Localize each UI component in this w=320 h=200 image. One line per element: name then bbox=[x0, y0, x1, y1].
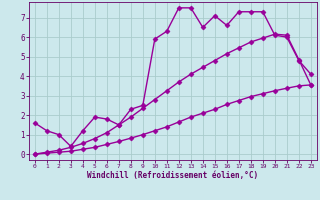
X-axis label: Windchill (Refroidissement éolien,°C): Windchill (Refroidissement éolien,°C) bbox=[87, 171, 258, 180]
